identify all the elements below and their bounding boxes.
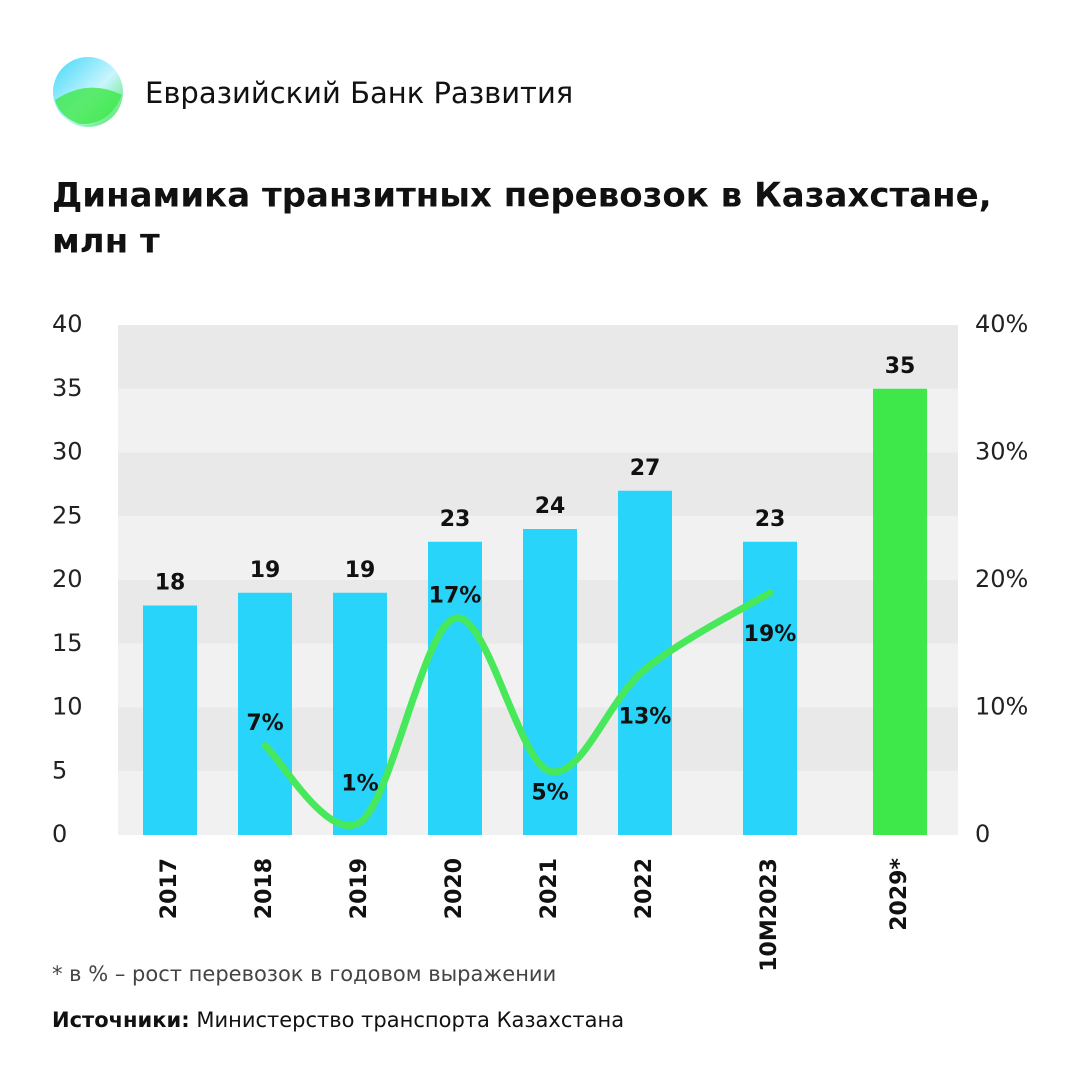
y2-tick-label: 20% (975, 565, 1028, 593)
bar-value-label: 23 (440, 507, 471, 532)
bar (743, 541, 797, 835)
x-tick-label: 2022 (632, 858, 657, 919)
bar (523, 529, 577, 835)
x-tick-label: 2021 (537, 858, 562, 919)
x-tick-label: 2019 (347, 858, 372, 919)
y-tick-label: 35 (52, 374, 83, 402)
logo-swoosh (55, 87, 122, 125)
bar (618, 490, 672, 835)
bar-value-label: 23 (755, 507, 786, 532)
line-value-label: 1% (341, 771, 378, 796)
bar-value-label: 18 (155, 571, 186, 596)
y2-tick-label: 40% (975, 310, 1028, 338)
line-value-label: 19% (744, 622, 797, 647)
y-tick-label: 15 (52, 629, 83, 657)
bar (143, 605, 197, 835)
y-tick-label: 30 (52, 438, 83, 466)
line-value-label: 5% (531, 780, 568, 805)
bar-value-label: 24 (535, 494, 566, 519)
y-tick-label: 40 (52, 310, 83, 338)
line-value-label: 13% (619, 704, 672, 729)
line (261, 589, 774, 829)
brand: Евразийский Банк Развития (145, 76, 573, 110)
y2-tick-label: 30% (975, 438, 1028, 466)
bar (238, 592, 292, 835)
line-value-label: 17% (429, 583, 482, 608)
source-label: Источники: (52, 1008, 190, 1032)
chart-title: млн т (52, 222, 160, 262)
footnote: * в % – рост перевозок в годовом выражен… (52, 962, 556, 986)
source-text: Министерство транспорта Казахстана (196, 1008, 624, 1032)
x-tick-label: 2029* (887, 858, 912, 931)
bar (428, 541, 482, 835)
x-tick-label: 2017 (157, 858, 182, 919)
bar-value-label: 27 (630, 456, 661, 481)
bar (873, 388, 927, 835)
y-tick-label: 20 (52, 565, 83, 593)
bar-value-label: 35 (885, 354, 916, 379)
grid-band (118, 452, 958, 517)
y-tick-label: 5 (52, 756, 67, 784)
chart-title: Динамика транзитных перевозок в Казахста… (52, 176, 992, 216)
bar-value-label: 19 (250, 558, 281, 583)
grid-band (118, 325, 958, 389)
x-tick-label: 10M2023 (757, 858, 782, 972)
bar-value-label: 19 (345, 558, 376, 583)
y-tick-label: 10 (52, 693, 83, 721)
y-tick-label: 25 (52, 501, 83, 529)
line-value-label: 7% (246, 711, 283, 736)
y-tick-label: 0 (52, 820, 67, 848)
source: Источники: Министерство транспорта Казах… (52, 1008, 624, 1032)
y2-tick-label: 0 (975, 820, 990, 848)
y2-tick-label: 10% (975, 693, 1028, 721)
x-tick-label: 2020 (442, 858, 467, 919)
x-tick-label: 2018 (252, 858, 277, 919)
grid-band (118, 388, 958, 453)
